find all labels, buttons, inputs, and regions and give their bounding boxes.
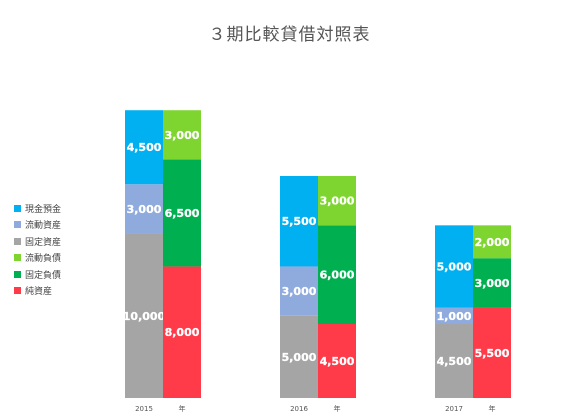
bar-2016-純資産: [318, 324, 356, 398]
legend-swatch: [14, 237, 21, 245]
bar-2016-流動資産: [280, 266, 318, 316]
bar-2017-流動負債: [473, 225, 511, 259]
bar-2017-純資産: [473, 307, 511, 398]
data-label-2016-流動負債: 3,000: [320, 195, 355, 208]
data-label-2017-純資産: 5,500: [475, 347, 510, 360]
data-label-2017-流動負債: 2,000: [475, 236, 510, 249]
legend-label: 流動負債: [25, 254, 62, 265]
bar-2015-流動資産: [125, 184, 163, 234]
legend-item-流動資産: 流動資産: [14, 217, 61, 234]
legend-label: 流動資産: [25, 221, 62, 232]
data-label-2016-固定負債: 6,000: [320, 269, 355, 282]
x-tick-suffix-2017: 年: [489, 404, 496, 413]
legend-label: 固定資産: [25, 237, 62, 248]
x-tick-label-2015: 2015: [135, 405, 153, 413]
bar-2017-流動資産: [435, 307, 473, 324]
chart-title: ３期比較貸借対照表: [208, 25, 371, 45]
data-label-2015-流動資産: 3,000: [127, 203, 162, 216]
legend-swatch: [14, 254, 21, 262]
legend-item-流動負債: 流動負債: [14, 250, 61, 267]
data-label-2015-現金預金: 4,500: [127, 141, 162, 154]
data-label-2016-固定資産: 5,000: [282, 351, 317, 364]
bar-2016-流動負債: [318, 176, 356, 226]
legend: 現金預金流動資産固定資産流動負債固定負債純資産: [14, 200, 61, 299]
x-tick-label-2016: 2016: [290, 405, 308, 413]
legend-item-現金預金: 現金預金: [14, 200, 61, 217]
bar-2016-固定資産: [280, 315, 318, 398]
bar-2015-純資産: [163, 266, 201, 398]
data-label-2017-流動資産: 1,000: [437, 310, 472, 323]
bar-2015-流動負債: [163, 110, 201, 160]
data-label-2017-固定負債: 3,000: [475, 277, 510, 290]
legend-swatch: [14, 287, 21, 295]
legend-swatch: [14, 270, 21, 278]
data-label-2015-固定負債: 6,500: [165, 207, 200, 220]
bar-2017-固定負債: [473, 258, 511, 308]
bar-2015-固定資産: [125, 233, 163, 398]
data-label-2017-現金預金: 5,000: [437, 260, 472, 273]
bar-2017-現金預金: [435, 225, 473, 308]
bar-2015-固定負債: [163, 159, 201, 267]
data-label-2017-固定資産: 4,500: [437, 355, 472, 368]
legend-item-固定負債: 固定負債: [14, 266, 61, 283]
legend-label: 固定負債: [25, 270, 62, 281]
legend-item-純資産: 純資産: [14, 283, 61, 300]
data-label-2015-流動負債: 3,000: [165, 129, 200, 142]
legend-swatch: [14, 221, 21, 229]
x-tick-label-2017: 2017: [445, 405, 463, 413]
data-label-2016-流動資産: 3,000: [282, 285, 317, 298]
data-label-2015-固定資産: 10,000: [123, 310, 166, 323]
legend-label: 現金預金: [25, 204, 62, 215]
x-tick-suffix-2016: 年: [334, 404, 341, 413]
bar-2016-固定負債: [318, 225, 356, 324]
legend-label: 純資産: [25, 287, 53, 298]
x-tick-suffix-2015: 年: [179, 404, 186, 413]
legend-swatch: [14, 204, 21, 212]
data-label-2015-純資産: 8,000: [165, 326, 200, 339]
legend-item-固定資産: 固定資産: [14, 233, 61, 250]
bar-2017-固定資産: [435, 324, 473, 398]
bar-2016-現金預金: [280, 176, 318, 267]
data-label-2016-現金預金: 5,500: [282, 215, 317, 228]
bar-2015-現金預金: [125, 110, 163, 185]
data-label-2016-純資産: 4,500: [320, 355, 355, 368]
